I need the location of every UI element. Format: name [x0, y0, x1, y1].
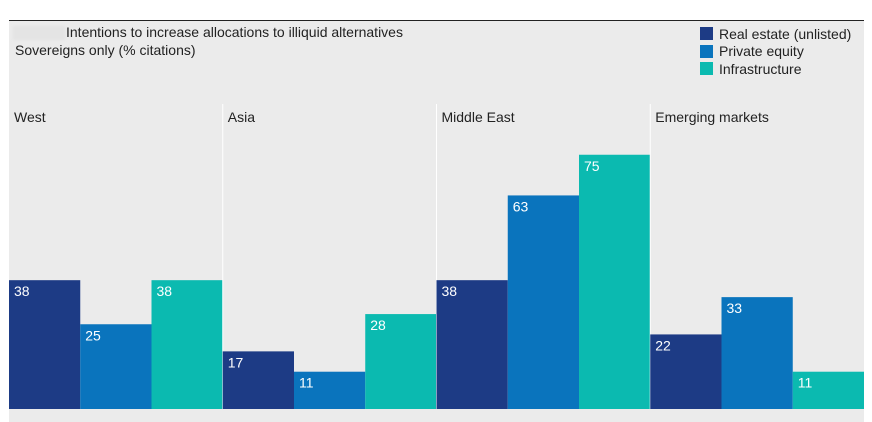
bar-west-infrastructure: [151, 280, 223, 409]
value-label-west-private-equity: 25: [85, 327, 101, 343]
bar-asia-real-estate-unlisted: [222, 351, 294, 409]
chart-subtitle: Sovereigns only (% citations): [15, 42, 196, 58]
value-label-asia-infrastructure: 28: [370, 317, 386, 333]
region-label-middle-east: Middle East: [442, 109, 515, 125]
value-label-asia-private-equity: 11: [299, 375, 314, 391]
legend-item-private-equity: Private equity: [700, 43, 851, 61]
legend-swatch-infrastructure: [700, 62, 713, 76]
region-label-emerging-markets: Emerging markets: [655, 109, 769, 125]
bar-asia-private-equity: [294, 371, 366, 409]
bar-middle-east-private-equity: [507, 195, 579, 409]
legend-label-private-equity: Private equity: [719, 43, 804, 60]
bar-west-real-estate-unlisted: [9, 280, 81, 409]
value-label-emerging-markets-private-equity: 33: [727, 300, 743, 316]
legend-swatch-real-estate: [700, 27, 713, 41]
value-label-middle-east-infrastructure: 75: [584, 158, 600, 174]
bar-middle-east-infrastructure: [579, 154, 651, 409]
bar-west-private-equity: [80, 324, 152, 409]
redacted-figure-number: [13, 26, 65, 40]
legend-label-infrastructure: Infrastructure: [719, 60, 802, 77]
value-label-middle-east-private-equity: 63: [513, 198, 529, 214]
value-label-emerging-markets-infrastructure: 11: [798, 375, 813, 391]
value-label-middle-east-real-estate-unlisted: 38: [442, 283, 458, 299]
legend-label-real-estate: Real estate (unlisted): [719, 25, 852, 42]
bar-emerging-markets-private-equity: [721, 297, 793, 409]
legend-item-real-estate: Real estate (unlisted): [700, 25, 851, 43]
bar-emerging-markets-real-estate-unlisted: [650, 334, 722, 409]
chart-title: Intentions to increase allocations to il…: [66, 24, 403, 40]
bar-asia-infrastructure: [365, 314, 437, 409]
value-label-west-real-estate-unlisted: 38: [14, 283, 30, 299]
legend-item-infrastructure: Infrastructure: [700, 60, 851, 78]
legend: Real estate (unlisted) Private equity In…: [700, 25, 851, 78]
bar-emerging-markets-infrastructure: [792, 371, 864, 409]
value-label-emerging-markets-real-estate-unlisted: 22: [655, 337, 671, 353]
value-label-west-infrastructure: 38: [157, 283, 173, 299]
region-label-west: West: [14, 109, 46, 125]
legend-swatch-private-equity: [700, 44, 713, 58]
bar-middle-east-real-estate-unlisted: [436, 280, 508, 409]
region-label-asia: Asia: [228, 109, 255, 125]
value-label-asia-real-estate-unlisted: 17: [228, 354, 244, 370]
